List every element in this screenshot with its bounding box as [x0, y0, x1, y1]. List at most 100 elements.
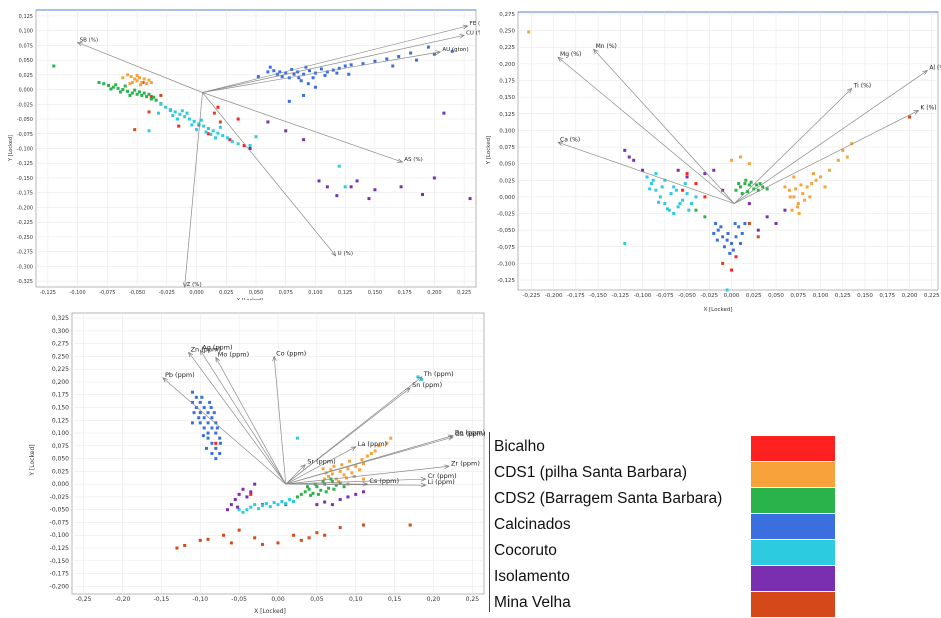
data-point — [147, 110, 151, 114]
data-point — [264, 502, 268, 506]
data-point — [658, 195, 662, 199]
y-tick-label: 0,075 — [19, 43, 33, 49]
data-point — [147, 78, 151, 82]
y-tick-label: 0,200 — [499, 62, 515, 68]
x-tick-label: -0,025 — [700, 293, 718, 299]
data-point — [651, 178, 655, 182]
data-point — [416, 375, 420, 379]
loading-vector — [202, 25, 468, 93]
y-tick-label: 0,225 — [52, 366, 69, 373]
y-tick-label: -0,025 — [50, 494, 70, 501]
x-tick-label: 0,175 — [879, 293, 895, 299]
x-tick-label: -0,25 — [76, 596, 92, 603]
data-point — [343, 64, 347, 68]
data-point — [805, 185, 809, 189]
data-point — [715, 238, 719, 242]
data-point — [648, 187, 652, 191]
data-point — [337, 66, 341, 70]
vector-label: Zn (ppm) — [191, 345, 221, 353]
data-point — [195, 128, 199, 132]
data-point — [159, 93, 163, 97]
data-point — [276, 503, 280, 507]
legend-item: Cocoruto — [494, 540, 839, 566]
y-tick-label: 0,200 — [52, 379, 69, 386]
data-point — [790, 208, 794, 212]
data-point — [765, 187, 769, 191]
data-point — [738, 241, 742, 245]
data-point — [149, 80, 153, 84]
vector-label: Th (ppm) — [423, 370, 454, 378]
vector-arrowhead — [182, 282, 188, 288]
vector-label: Sn (ppm) — [412, 381, 442, 389]
data-point — [197, 122, 201, 126]
data-point — [669, 192, 673, 196]
loading-vector — [285, 465, 450, 485]
data-point — [209, 132, 213, 136]
biplot-top-left: 0,125 0,100 0,075 0,050 0,025 0,000 -0,025 -0,0… — [8, 9, 480, 300]
vector-label: Ti (%) — [853, 82, 871, 89]
vector-label: Li (ppm) — [428, 478, 455, 486]
y-tick-label: -0,100 — [50, 532, 70, 539]
x-tick-label: 0,000 — [724, 293, 740, 299]
data-point — [292, 533, 296, 537]
data-point — [342, 473, 346, 477]
data-point — [198, 400, 202, 404]
data-point — [216, 105, 220, 109]
y-tick-label: 0,075 — [52, 443, 69, 450]
vector-label: Cr (ppm) — [428, 472, 457, 480]
data-point — [734, 188, 738, 192]
data-point — [107, 83, 111, 87]
data-point — [623, 148, 627, 152]
data-point — [218, 120, 222, 124]
x-tick-label: 0,100 — [308, 290, 322, 296]
data-point — [654, 188, 658, 192]
data-point — [212, 411, 216, 415]
data-point — [676, 168, 680, 172]
data-point — [130, 80, 134, 84]
data-point — [783, 185, 787, 189]
data-point — [253, 482, 257, 486]
vector-label: Zr (ppm) — [451, 459, 480, 467]
y-tick-label: -0,200 — [17, 205, 33, 211]
data-point — [721, 188, 725, 192]
data-point — [284, 71, 288, 75]
vector-label: Mg (%) — [560, 51, 581, 58]
vector-label: Al (%) — [929, 65, 941, 72]
data-point — [133, 128, 137, 132]
data-point — [164, 105, 168, 109]
data-point — [703, 215, 707, 219]
vector-arrowhead — [459, 34, 465, 39]
data-point — [272, 69, 276, 73]
y-tick-label: 0,125 — [499, 112, 515, 118]
data-point — [415, 58, 419, 62]
data-point — [845, 155, 849, 159]
data-point — [214, 457, 218, 461]
data-point — [674, 188, 678, 192]
x-tick-label: 0,025 — [219, 290, 233, 296]
data-point — [249, 490, 253, 494]
data-point — [841, 148, 845, 152]
loading-vector — [215, 357, 287, 485]
data-point — [740, 192, 744, 196]
data-point — [253, 503, 257, 507]
data-point — [118, 90, 122, 94]
vector-arrowhead — [846, 87, 853, 94]
data-point — [295, 495, 299, 499]
y-tick-label: 0,025 — [52, 468, 69, 475]
data-point — [354, 492, 358, 496]
data-point — [245, 495, 249, 499]
data-point — [338, 481, 342, 485]
data-point — [676, 205, 680, 209]
data-point — [389, 436, 393, 440]
data-point — [212, 111, 216, 115]
data-point — [266, 120, 270, 124]
x-tick-label: 0,050 — [249, 290, 263, 296]
data-point — [420, 377, 424, 381]
data-point — [377, 444, 381, 448]
y-tick-label: 0,075 — [499, 145, 515, 151]
data-point — [743, 221, 747, 225]
vector-label: Pb (ppm) — [165, 371, 195, 379]
y-tick-label: 0,150 — [52, 405, 69, 412]
vector-label: CU (%) — [466, 30, 480, 36]
vector-label: Z (%) — [187, 282, 202, 288]
